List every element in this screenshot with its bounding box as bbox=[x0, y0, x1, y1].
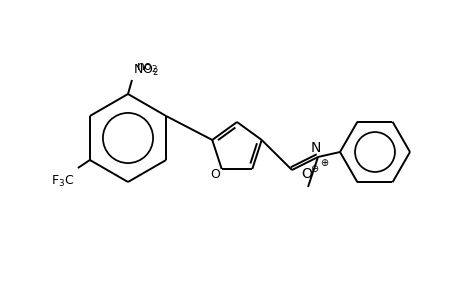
Text: $\ominus$: $\ominus$ bbox=[310, 163, 319, 174]
Text: N: N bbox=[310, 141, 320, 155]
Text: $\oplus$: $\oplus$ bbox=[319, 157, 329, 167]
Text: NO$_2$: NO$_2$ bbox=[133, 63, 158, 78]
Text: F$_3$C: F$_3$C bbox=[50, 174, 74, 189]
Text: no$_2$: no$_2$ bbox=[136, 62, 158, 75]
Text: O: O bbox=[209, 167, 219, 181]
Text: O: O bbox=[301, 167, 312, 181]
